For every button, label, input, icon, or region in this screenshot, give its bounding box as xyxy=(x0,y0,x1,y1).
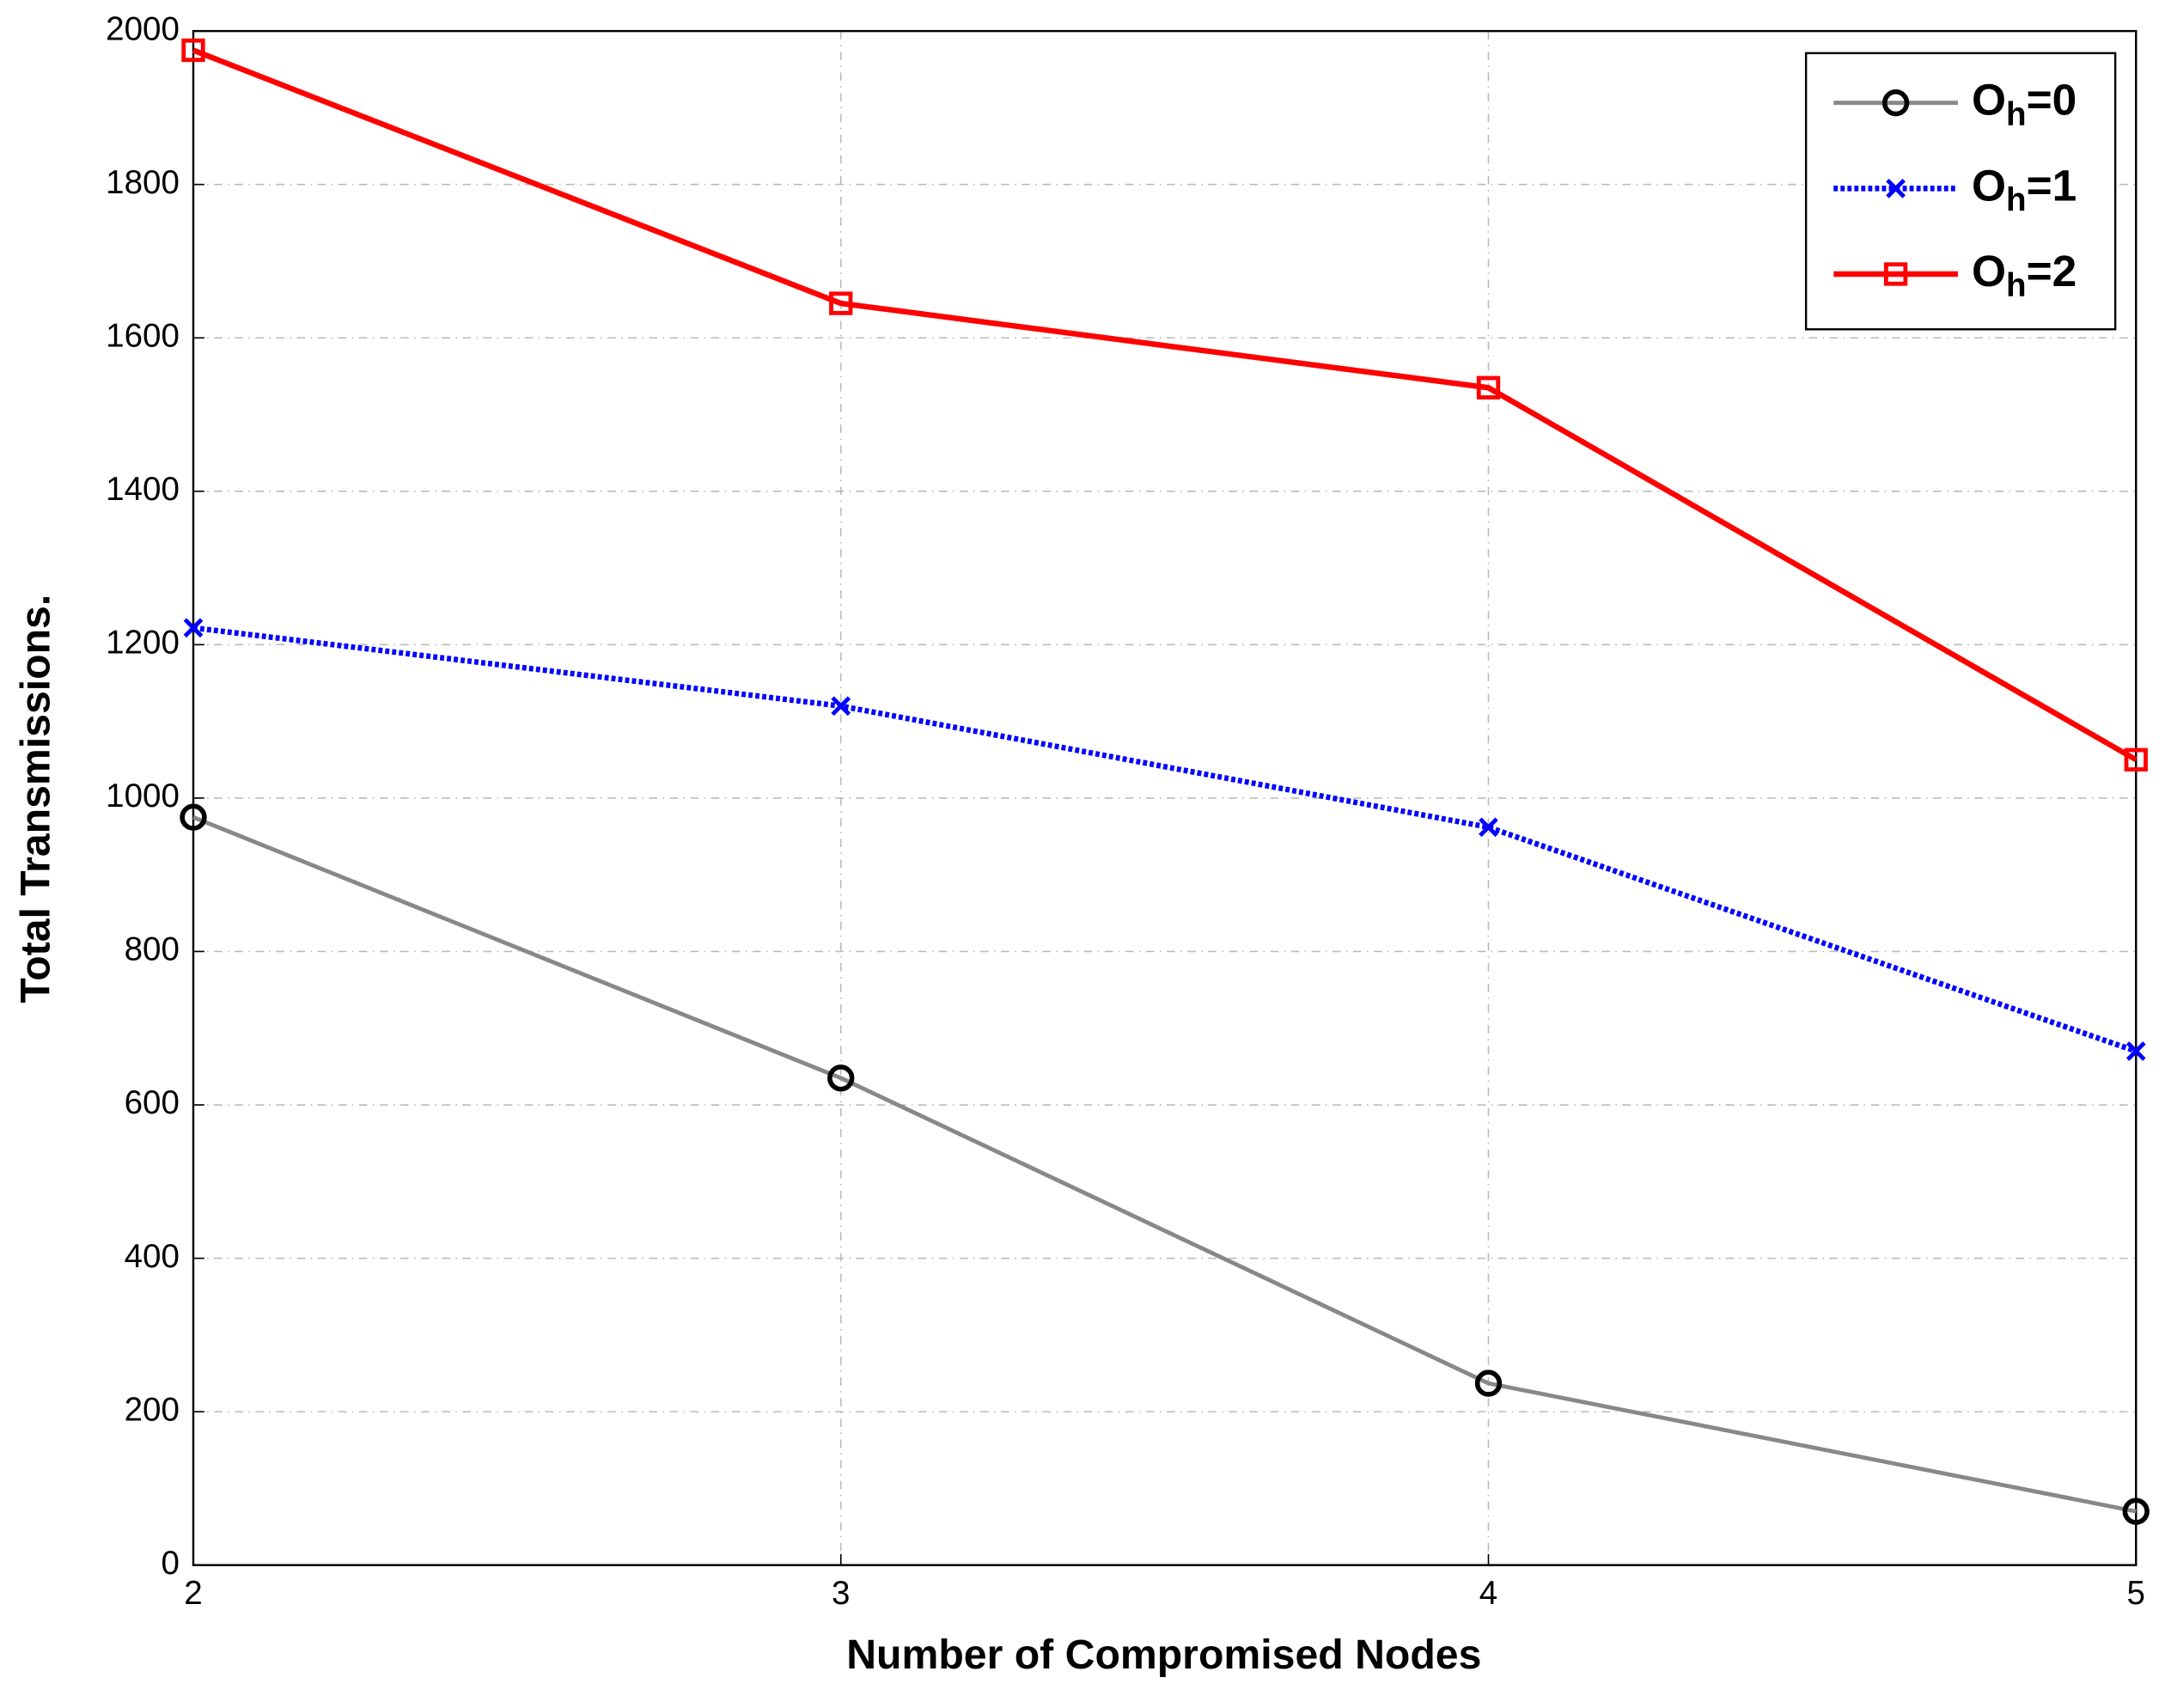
y-tick-label: 0 xyxy=(161,1545,179,1582)
y-tick-label: 200 xyxy=(125,1391,180,1428)
series-line xyxy=(192,625,2138,1054)
y-tick-label: 1000 xyxy=(106,778,180,814)
series-line xyxy=(192,47,2138,763)
legend-marker xyxy=(1883,262,1908,286)
y-tick-label: 800 xyxy=(125,931,180,968)
marker xyxy=(180,803,207,831)
marker xyxy=(183,618,204,638)
marker xyxy=(1474,1369,1503,1397)
legend-label: Oh=2 xyxy=(1972,246,2077,305)
marker xyxy=(2124,747,2148,772)
legend-marker xyxy=(1886,179,1906,198)
y-tick-label: 1400 xyxy=(106,471,180,508)
legend-label: Oh=0 xyxy=(1972,74,2077,133)
x-tick-label: 3 xyxy=(832,1575,850,1612)
y-tick-label: 1600 xyxy=(106,317,180,354)
marker xyxy=(1476,375,1501,400)
x-tick-label: 5 xyxy=(2127,1575,2145,1612)
x-tick-label: 2 xyxy=(184,1575,202,1612)
y-tick-label: 2000 xyxy=(106,10,180,47)
y-axis-label: Total Transmissions. xyxy=(13,595,59,1003)
x-axis-label: Number of Compromised Nodes xyxy=(846,1632,1481,1678)
marker xyxy=(1479,817,1498,838)
y-tick-label: 400 xyxy=(125,1238,180,1275)
marker xyxy=(2125,1041,2146,1061)
marker xyxy=(829,291,853,315)
marker xyxy=(181,38,205,63)
marker xyxy=(831,696,851,717)
marker xyxy=(2122,1498,2150,1525)
x-tick-label: 4 xyxy=(1479,1575,1497,1612)
series-line xyxy=(192,814,2137,1514)
y-tick-label: 1800 xyxy=(106,164,180,201)
marker xyxy=(827,1064,855,1092)
legend-marker xyxy=(1881,89,1910,117)
axes-frame xyxy=(192,29,2138,1566)
legend-label: Oh=1 xyxy=(1972,160,2077,219)
y-tick-label: 1200 xyxy=(106,625,180,662)
y-tick-label: 600 xyxy=(125,1084,180,1121)
